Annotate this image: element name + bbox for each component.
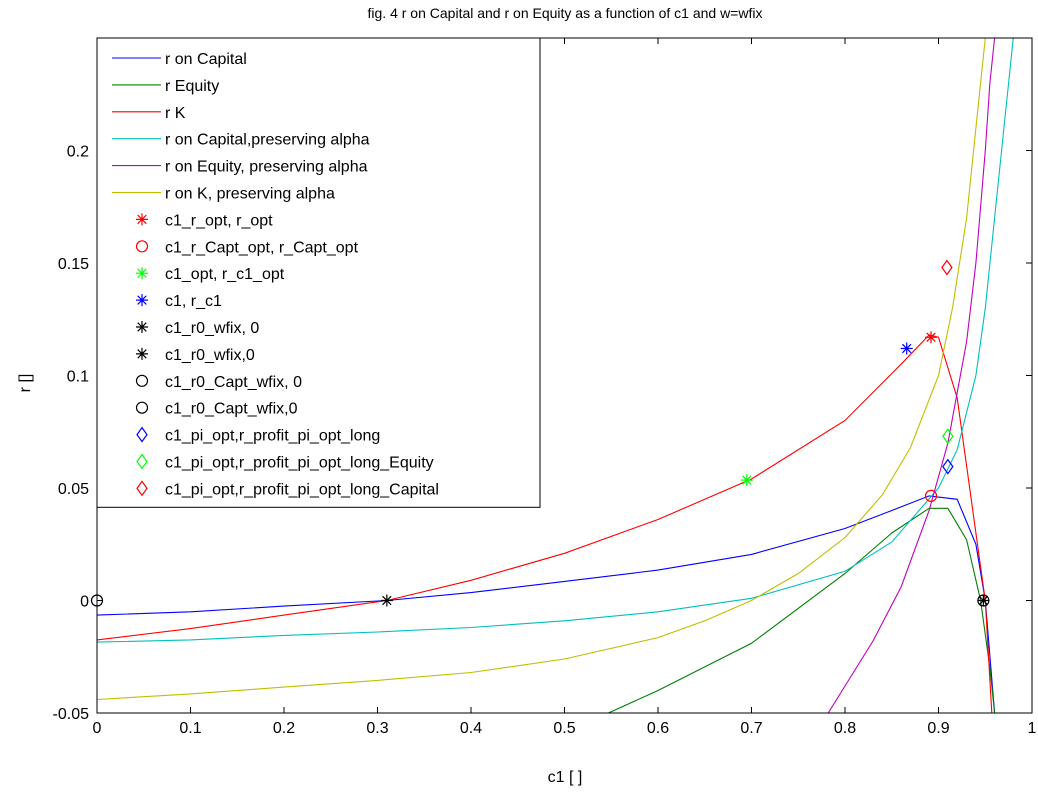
legend-label: c1_pi_opt,r_profit_pi_opt_long bbox=[165, 428, 380, 445]
legend-item-c1-r0-wfix-0: c1_r0_wfix, 0 bbox=[136, 320, 259, 337]
data-point-c1-r-c1 bbox=[900, 342, 913, 355]
x-tick-label: 0.2 bbox=[273, 720, 295, 737]
chart-title: fig. 4 r on Capital and r on Equity as a… bbox=[368, 5, 763, 21]
legend-marker bbox=[136, 453, 148, 470]
data-point-c1-r0-capt-wfix-0 bbox=[977, 594, 990, 607]
legend-label: c1_pi_opt,r_profit_pi_opt_long_Equity bbox=[165, 455, 434, 472]
series-line-r-on-capital bbox=[97, 495, 996, 713]
y-tick-label: 0.15 bbox=[58, 256, 89, 273]
x-tick-label: 0.5 bbox=[553, 720, 575, 737]
legend-item-c1-r-capt-opt-r-capt-opt: c1_r_Capt_opt, r_Capt_opt bbox=[135, 239, 359, 256]
legend-item-c1-r0-capt-wfix-0: c1_r0_Capt_wfix,0 bbox=[135, 401, 298, 418]
legend-label: r K bbox=[165, 105, 186, 122]
x-tick-label: 0.6 bbox=[647, 720, 669, 737]
data-point-c1-r-capt-opt-r-capt-opt bbox=[924, 489, 938, 502]
legend-item-r-on-equity-preserving-alpha: r on Equity, preserving alpha bbox=[112, 159, 368, 176]
legend-label: c1_r0_wfix, 0 bbox=[165, 320, 259, 337]
legend-item-c1-r-opt-r-opt: c1_r_opt, r_opt bbox=[136, 212, 273, 229]
data-point-c1-r0-wfix-0 bbox=[977, 594, 990, 607]
legend-marker bbox=[136, 347, 148, 360]
series-line-r-equity bbox=[608, 507, 996, 713]
x-tick-label: 0 bbox=[93, 720, 102, 737]
legend-item-r-k: r K bbox=[112, 105, 186, 122]
legend-marker bbox=[135, 401, 149, 414]
marker-layer bbox=[90, 259, 990, 607]
legend-label: c1, r_c1 bbox=[165, 293, 222, 310]
legend-label: r on K, preserving alpha bbox=[165, 186, 335, 203]
legend-marker bbox=[136, 294, 148, 307]
x-tick-label: 1 bbox=[1028, 720, 1037, 737]
legend-label: c1_opt, r_c1_opt bbox=[165, 266, 285, 283]
y-tick-label: 0.1 bbox=[67, 369, 89, 386]
legend-marker bbox=[135, 374, 149, 387]
data-point-c1-r0-wfix-0 bbox=[380, 594, 393, 607]
legend-marker bbox=[136, 267, 148, 280]
legend-item-c1-pi-opt-r-profit-pi-opt-long-capital: c1_pi_opt,r_profit_pi_opt_long_Capital bbox=[136, 480, 439, 498]
legend-item-c1-pi-opt-r-profit-pi-opt-long: c1_pi_opt,r_profit_pi_opt_long bbox=[136, 426, 380, 445]
legend-label: c1_r_Capt_opt, r_Capt_opt bbox=[165, 239, 359, 256]
data-point-c1-r-opt-r-opt bbox=[925, 331, 938, 344]
x-tick-label: 0.7 bbox=[740, 720, 762, 737]
y-tick-label: 0.2 bbox=[67, 144, 89, 161]
legend-item-r-on-capital: r on Capital bbox=[112, 51, 247, 68]
x-tick-label: 0.1 bbox=[179, 720, 201, 737]
legend-label: c1_r0_wfix,0 bbox=[165, 347, 255, 364]
x-axis-label: c1 [ ] bbox=[548, 769, 583, 786]
legend-item-c1-opt-r-c1-opt: c1_opt, r_c1_opt bbox=[136, 266, 285, 283]
y-axis-label: r [] bbox=[17, 374, 34, 393]
y-tick-label: 0 bbox=[80, 594, 89, 611]
legend-label: c1_r0_Capt_wfix, 0 bbox=[165, 374, 302, 391]
legend-label: r on Capital,preserving alpha bbox=[165, 132, 370, 149]
legend-marker bbox=[136, 480, 148, 497]
x-tick-label: 0.9 bbox=[927, 720, 949, 737]
x-tick-label: 0.4 bbox=[460, 720, 482, 737]
x-tick-label: 0.3 bbox=[366, 720, 388, 737]
y-tick-label: -0.05 bbox=[53, 706, 90, 723]
legend-marker bbox=[135, 240, 149, 253]
legend-item-r-on-capital-preserving-alpha: r on Capital,preserving alpha bbox=[112, 132, 370, 149]
legend-label: r on Equity, preserving alpha bbox=[165, 159, 368, 176]
series-line-r-on-k-preserving-alpha bbox=[97, 38, 986, 701]
legend-marker bbox=[136, 426, 148, 443]
x-tick-label: 0.8 bbox=[834, 720, 856, 737]
legend-marker bbox=[136, 321, 148, 333]
series-line-r-k bbox=[97, 334, 993, 713]
legend-item-c1-r0-capt-wfix-0: c1_r0_Capt_wfix, 0 bbox=[135, 374, 302, 391]
series-line-r-on-capital-preserving-alpha bbox=[97, 38, 1014, 643]
legend: r on Capital r Equity r K r on Capital,pres… bbox=[96, 37, 541, 508]
legend-item-r-on-k-preserving-alpha: r on K, preserving alpha bbox=[112, 186, 335, 203]
legend-item-c1-r-c1: c1, r_c1 bbox=[136, 293, 222, 310]
data-point-c1-opt-r-c1-opt bbox=[740, 474, 753, 487]
legend-box bbox=[96, 37, 541, 508]
legend-label: c1_r0_Capt_wfix,0 bbox=[165, 401, 298, 418]
legend-label: r on Capital bbox=[165, 51, 247, 68]
legend-label: c1_r_opt, r_opt bbox=[165, 212, 273, 229]
legend-item-c1-pi-opt-r-profit-pi-opt-long-equity: c1_pi_opt,r_profit_pi_opt_long_Equity bbox=[136, 453, 434, 472]
data-point-c1-pi-opt-r-profit-pi-opt-long-equity bbox=[942, 428, 954, 445]
data-point-c1-pi-opt-r-profit-pi-opt-long-capital bbox=[941, 259, 953, 276]
series-line-r-on-equity-preserving-alpha bbox=[827, 38, 996, 713]
y-tick-label: 0.05 bbox=[58, 481, 89, 498]
legend-marker bbox=[136, 213, 148, 226]
data-point-c1-pi-opt-r-profit-pi-opt-long bbox=[942, 458, 954, 475]
legend-label: r Equity bbox=[165, 78, 219, 95]
legend-label: c1_pi_opt,r_profit_pi_opt_long_Capital bbox=[165, 481, 439, 498]
legend-item-r-equity: r Equity bbox=[112, 78, 219, 95]
legend-item-c1-r0-wfix-0: c1_r0_wfix,0 bbox=[136, 347, 255, 364]
